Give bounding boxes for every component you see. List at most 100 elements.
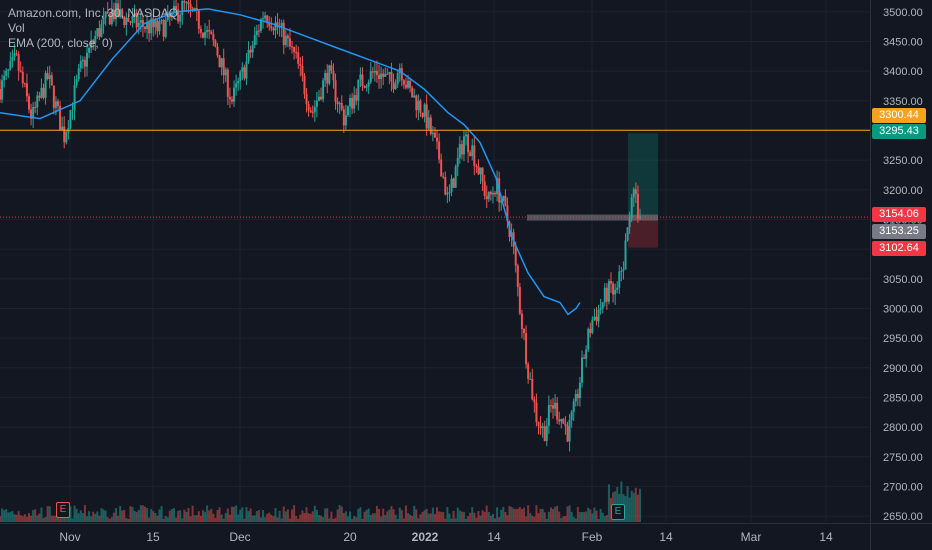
candle-body [52, 85, 55, 108]
candle-body [599, 308, 602, 310]
ema-line [0, 8, 581, 316]
volume-bar [626, 486, 629, 522]
earnings-icon[interactable]: E [611, 504, 625, 520]
candle-body [129, 21, 132, 23]
candle-body [413, 95, 416, 98]
candle-body [110, 9, 113, 25]
candle-body [570, 411, 573, 420]
candle-body [361, 74, 364, 87]
volume-bar [636, 494, 639, 522]
candle-body [276, 22, 279, 28]
candle-body [409, 80, 412, 88]
candle-body [162, 20, 165, 37]
volume-bar [212, 513, 215, 522]
candle-body [13, 53, 16, 57]
candle-body [520, 313, 523, 329]
candle-body [483, 181, 486, 196]
volume-bar [481, 510, 484, 522]
volume-bar [288, 518, 291, 522]
candle-body [390, 71, 393, 82]
candle-body [0, 88, 1, 100]
position-entry-bar[interactable] [527, 214, 658, 221]
candle-body [311, 112, 314, 114]
volume-bar [187, 507, 190, 522]
candle-body [365, 86, 368, 88]
candle-body [500, 200, 503, 203]
time-tick-label: Nov [59, 530, 80, 544]
candle-body [286, 35, 289, 39]
candle-body [359, 74, 362, 80]
candle-body [266, 15, 269, 23]
volume-bar [574, 518, 577, 522]
candle-body [282, 22, 285, 46]
volume-bar [83, 505, 86, 522]
volume-bar [597, 518, 600, 522]
position-profit-zone[interactable] [628, 133, 658, 218]
volume-bar [40, 507, 43, 522]
candle-body [489, 191, 492, 195]
candle-body [63, 126, 66, 143]
volume-bar [365, 509, 368, 522]
candle-body [94, 35, 97, 43]
volume-indicator-label[interactable]: Vol [8, 21, 25, 35]
volume-bar [204, 511, 207, 522]
volume-bar [233, 506, 236, 522]
volume-bar [380, 516, 383, 522]
candle-body [38, 95, 41, 98]
symbol-title[interactable]: Amazon.com, Inc, 30, NASDAQ [8, 6, 179, 20]
earnings-icon[interactable]: E [56, 502, 70, 518]
volume-bar [496, 507, 499, 522]
time-axis[interactable]: Nov 15 Dec 20 2022 14 Feb 14 Mar 14 [59, 530, 833, 544]
candle-body [216, 46, 219, 56]
volume-bar [444, 518, 447, 522]
volume-bar [514, 509, 517, 522]
volume-bar [454, 518, 457, 522]
volume-bar [603, 516, 606, 522]
candle-body [214, 40, 217, 47]
volume-bar [206, 505, 209, 522]
volume-bar [456, 507, 459, 522]
candle-body [268, 22, 271, 27]
candle-body [100, 24, 103, 37]
volume-bar [73, 505, 76, 522]
candle-body [446, 192, 449, 195]
candle-body [137, 22, 140, 28]
volume-bar [228, 514, 231, 522]
price-tick-label: 3450.00 [883, 37, 923, 49]
volume-bar [334, 517, 337, 522]
volume-bar [104, 510, 107, 522]
candle-body [404, 84, 407, 88]
long-position-tool[interactable] [527, 133, 658, 248]
volume-bar [166, 517, 169, 522]
volume-bar [85, 516, 88, 522]
candle-body [471, 145, 474, 157]
candle-body [624, 240, 627, 270]
ema-indicator-label[interactable]: EMA (200, close, 0) [8, 36, 113, 50]
volume-bar [317, 514, 320, 522]
candle-body [539, 425, 542, 429]
volume-bar [531, 515, 534, 522]
volume-bar [512, 508, 515, 522]
candle-body [59, 106, 62, 130]
candle-body [448, 192, 451, 194]
candle-body [143, 26, 146, 29]
volume-bar [75, 508, 78, 522]
volume-bar [117, 515, 120, 522]
candle-body [415, 95, 418, 111]
volume-bar [516, 508, 519, 522]
volume-bar [154, 512, 157, 522]
volume-bar [607, 484, 610, 522]
position-loss-zone[interactable] [628, 217, 658, 248]
volume-bar [392, 509, 395, 522]
candle-body [454, 166, 457, 188]
volume-bar [146, 507, 149, 522]
volume-bar [119, 506, 122, 522]
price-tick-label: 3000.00 [883, 303, 923, 315]
candle-body [222, 58, 225, 76]
candle-body [533, 399, 536, 403]
price-axis[interactable]: 3500.003450.003400.003350.003300.003250.… [883, 7, 923, 523]
candle-body [440, 159, 443, 177]
candle-body [479, 167, 482, 175]
candle-body [585, 349, 588, 359]
